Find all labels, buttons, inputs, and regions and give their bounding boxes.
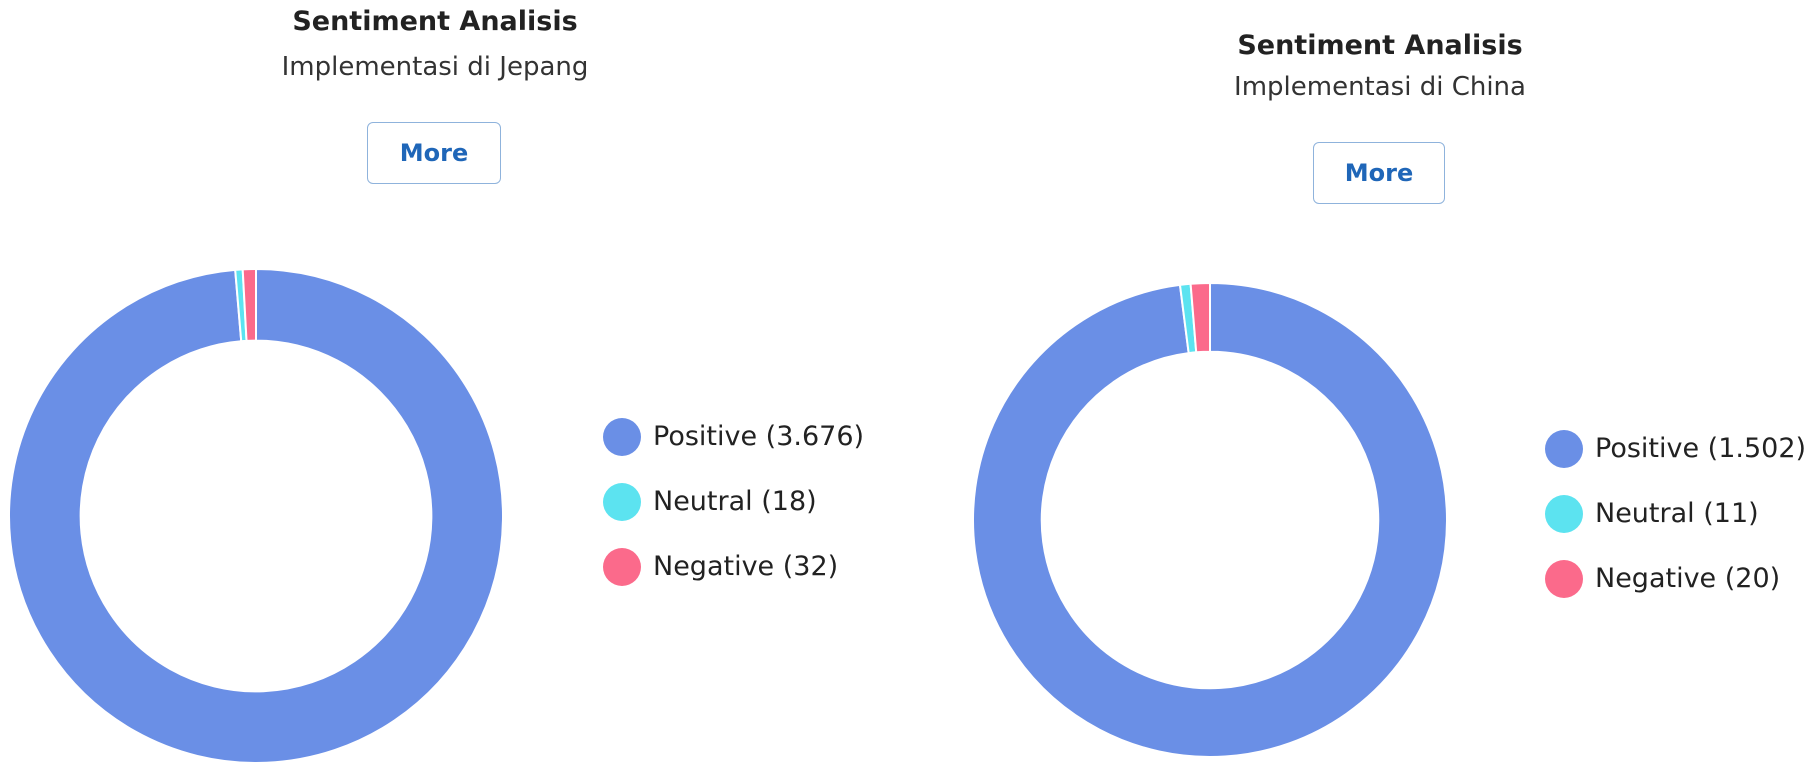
legend-marker [603,482,641,521]
legend-item-negative[interactable]: Negative (32) [603,534,864,599]
chart-panel-jepang: Sentiment Analisis Implementasi di Jepan… [0,0,900,770]
legend-label: Positive (1.502) [1595,433,1807,464]
legend-item-negative[interactable]: Negative (20) [1545,546,1806,611]
legend-item-neutral[interactable]: Neutral (18) [603,469,864,534]
chart-title: Sentiment Analisis [292,6,578,37]
chart-title: Sentiment Analisis [1237,30,1523,61]
legend-label: Negative (32) [653,551,839,582]
legend-item-positive[interactable]: Positive (3.676) [603,404,864,469]
legend-marker [1545,429,1583,468]
legend-marker [1545,559,1583,598]
legend-item-neutral[interactable]: Neutral (11) [1545,481,1806,546]
legend-label: Neutral (11) [1595,498,1759,529]
chart-subtitle: Implementasi di China [1234,72,1526,102]
legend-label: Positive (3.676) [653,421,865,452]
donut-chart [972,281,1448,758]
donut-slice-positive[interactable] [972,281,1448,758]
donut-slice-negative[interactable] [1189,281,1211,354]
chart-legend: Positive (3.676) Neutral (18) Negative (32… [603,404,864,599]
legend-label: Negative (20) [1595,563,1781,594]
donut-slice-positive[interactable] [8,267,504,764]
legend-label: Neutral (18) [653,486,817,517]
legend-marker [603,547,641,586]
donut-slice-negative[interactable] [241,267,257,342]
donut-chart [8,267,504,764]
more-button[interactable]: More [367,122,501,184]
chart-subtitle: Implementasi di Jepang [281,52,589,82]
legend-marker [1545,494,1583,533]
legend-marker [603,417,641,456]
more-button[interactable]: More [1313,142,1445,204]
chart-legend: Positive (1.502) Neutral (11) Negative (20… [1545,416,1806,611]
chart-panel-china: Sentiment Analisis Implementasi di China… [960,0,1812,770]
legend-item-positive[interactable]: Positive (1.502) [1545,416,1806,481]
